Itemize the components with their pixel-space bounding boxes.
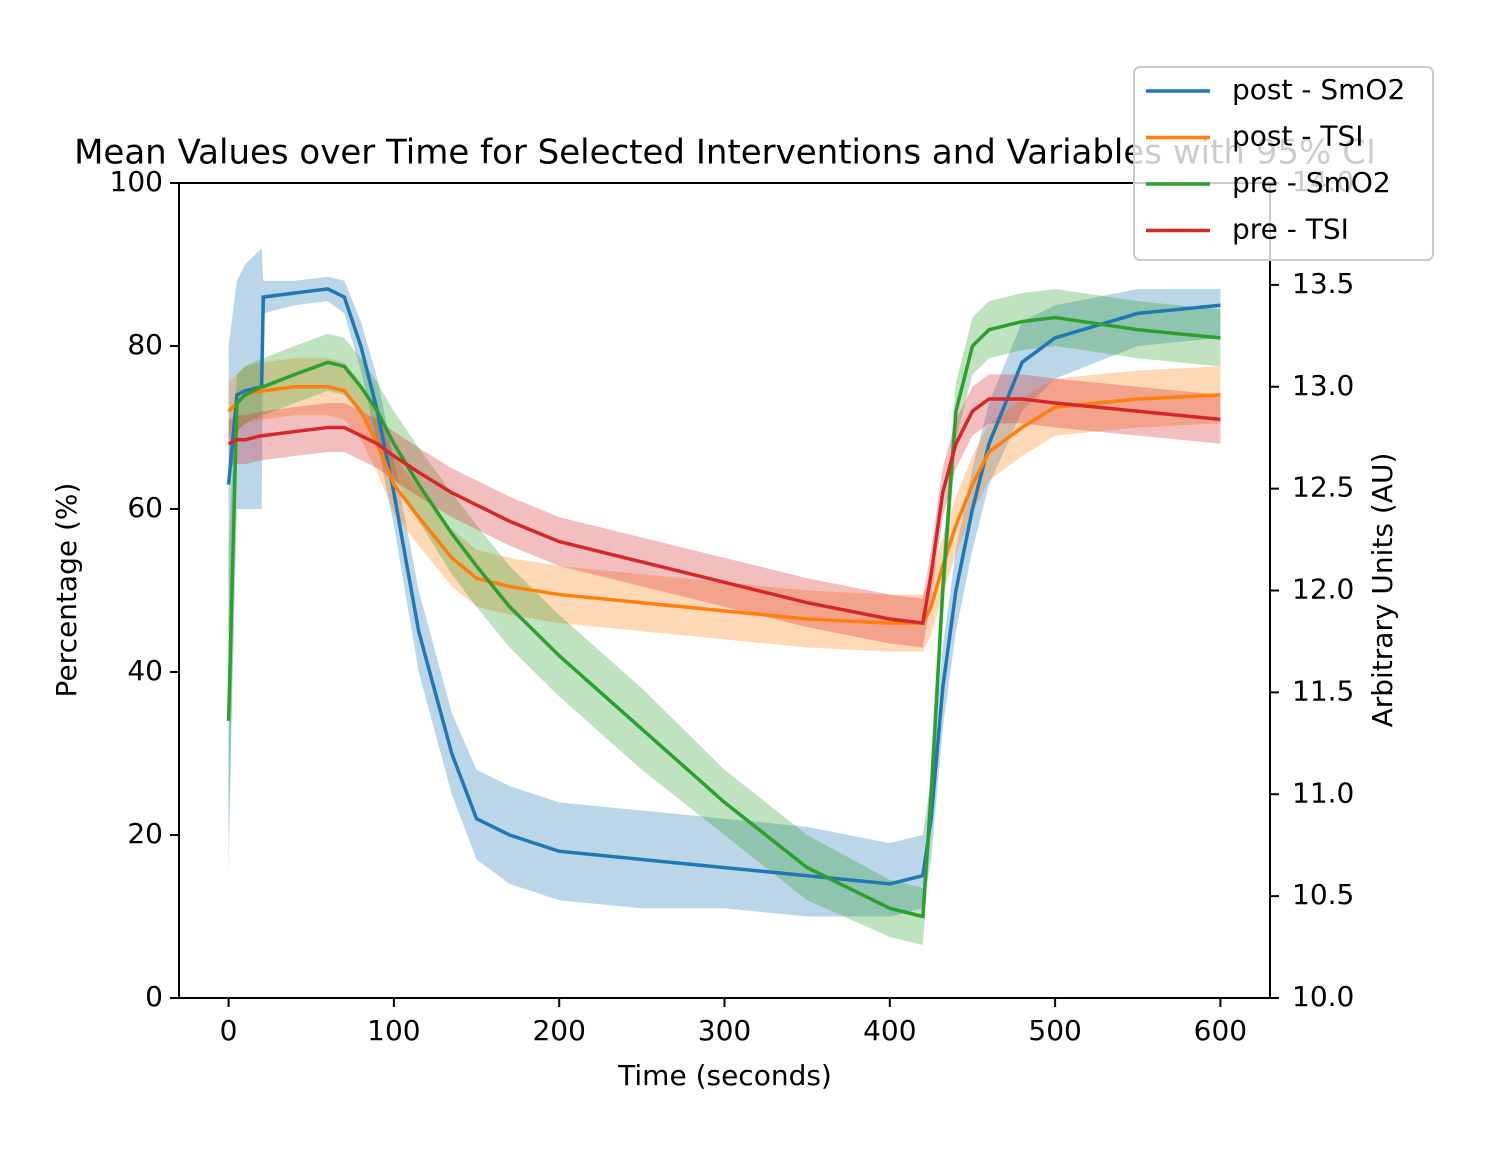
x-tick-label: 200 bbox=[532, 1014, 585, 1047]
legend-label: post - SmO2 bbox=[1232, 73, 1405, 106]
y-tick-label: 20 bbox=[127, 817, 163, 850]
y2-tick-label: 12.0 bbox=[1292, 573, 1354, 606]
legend-label: post - TSI bbox=[1232, 120, 1364, 153]
y2-tick-label: 12.5 bbox=[1292, 471, 1354, 504]
y2-tick-label: 11.5 bbox=[1292, 674, 1354, 707]
confidence-band bbox=[228, 288, 1221, 946]
y-tick-label: 100 bbox=[110, 165, 163, 198]
y2-tick-label: 10.5 bbox=[1292, 878, 1354, 911]
x-axis-label: Time (seconds) bbox=[617, 1059, 832, 1092]
y-tick-label: 80 bbox=[127, 328, 163, 361]
legend-box bbox=[1133, 66, 1434, 261]
confidence-band bbox=[228, 248, 1221, 917]
x-tick-label: 500 bbox=[1028, 1014, 1081, 1047]
series-line bbox=[226, 287, 1221, 886]
y2-tick-label: 13.5 bbox=[1292, 267, 1354, 300]
y2-axis-label: Arbitrary Units (AU) bbox=[1366, 453, 1399, 728]
y-tick-label: 60 bbox=[127, 491, 163, 524]
y-axis-label: Percentage (%) bbox=[50, 483, 83, 698]
x-tick-label: 100 bbox=[367, 1014, 420, 1047]
y2-tick-label: 11.0 bbox=[1292, 776, 1354, 809]
y2-tick-label: 10.0 bbox=[1292, 980, 1354, 1013]
x-tick-label: 300 bbox=[698, 1014, 751, 1047]
y-tick-label: 0 bbox=[145, 980, 163, 1013]
legend: post - SmO2 post - TSI pre - SmO2 pre - TSI bbox=[1133, 66, 1434, 261]
series-line bbox=[227, 385, 1221, 625]
legend-label: pre - SmO2 bbox=[1232, 166, 1391, 199]
legend-label: pre - TSI bbox=[1232, 213, 1349, 246]
series-line bbox=[227, 397, 1221, 626]
x-tick-label: 0 bbox=[220, 1014, 238, 1047]
y-tick-label: 40 bbox=[127, 654, 163, 687]
series-line bbox=[226, 315, 1221, 919]
x-tick-label: 400 bbox=[863, 1014, 916, 1047]
x-tick-label: 600 bbox=[1194, 1014, 1247, 1047]
y2-tick-label: 13.0 bbox=[1292, 369, 1354, 402]
